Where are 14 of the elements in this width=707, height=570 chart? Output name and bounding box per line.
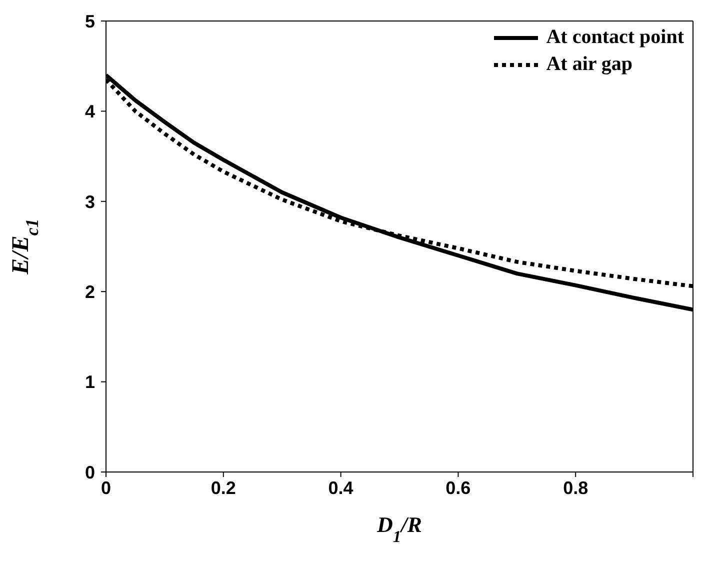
x-tick-label: 0.2 xyxy=(210,478,236,498)
x-tick-label: 0.8 xyxy=(563,478,588,498)
y-tick-label: 3 xyxy=(84,192,95,212)
x-tick-label: 0 xyxy=(100,478,112,498)
legend-label: At air gap xyxy=(546,53,633,76)
legend-label: At contact point xyxy=(546,26,684,49)
x-tick-label: 0.4 xyxy=(328,478,354,498)
y-tick-label: 5 xyxy=(84,11,95,32)
y-tick-label: 1 xyxy=(84,372,95,392)
x-tick-label: 0.6 xyxy=(446,478,471,498)
y-tick-label: 4 xyxy=(84,102,95,122)
x-axis-title: D$_{1}$/R xyxy=(376,512,422,546)
y-tick-label: 2 xyxy=(84,282,95,302)
y-tick-label: 0 xyxy=(84,462,95,482)
